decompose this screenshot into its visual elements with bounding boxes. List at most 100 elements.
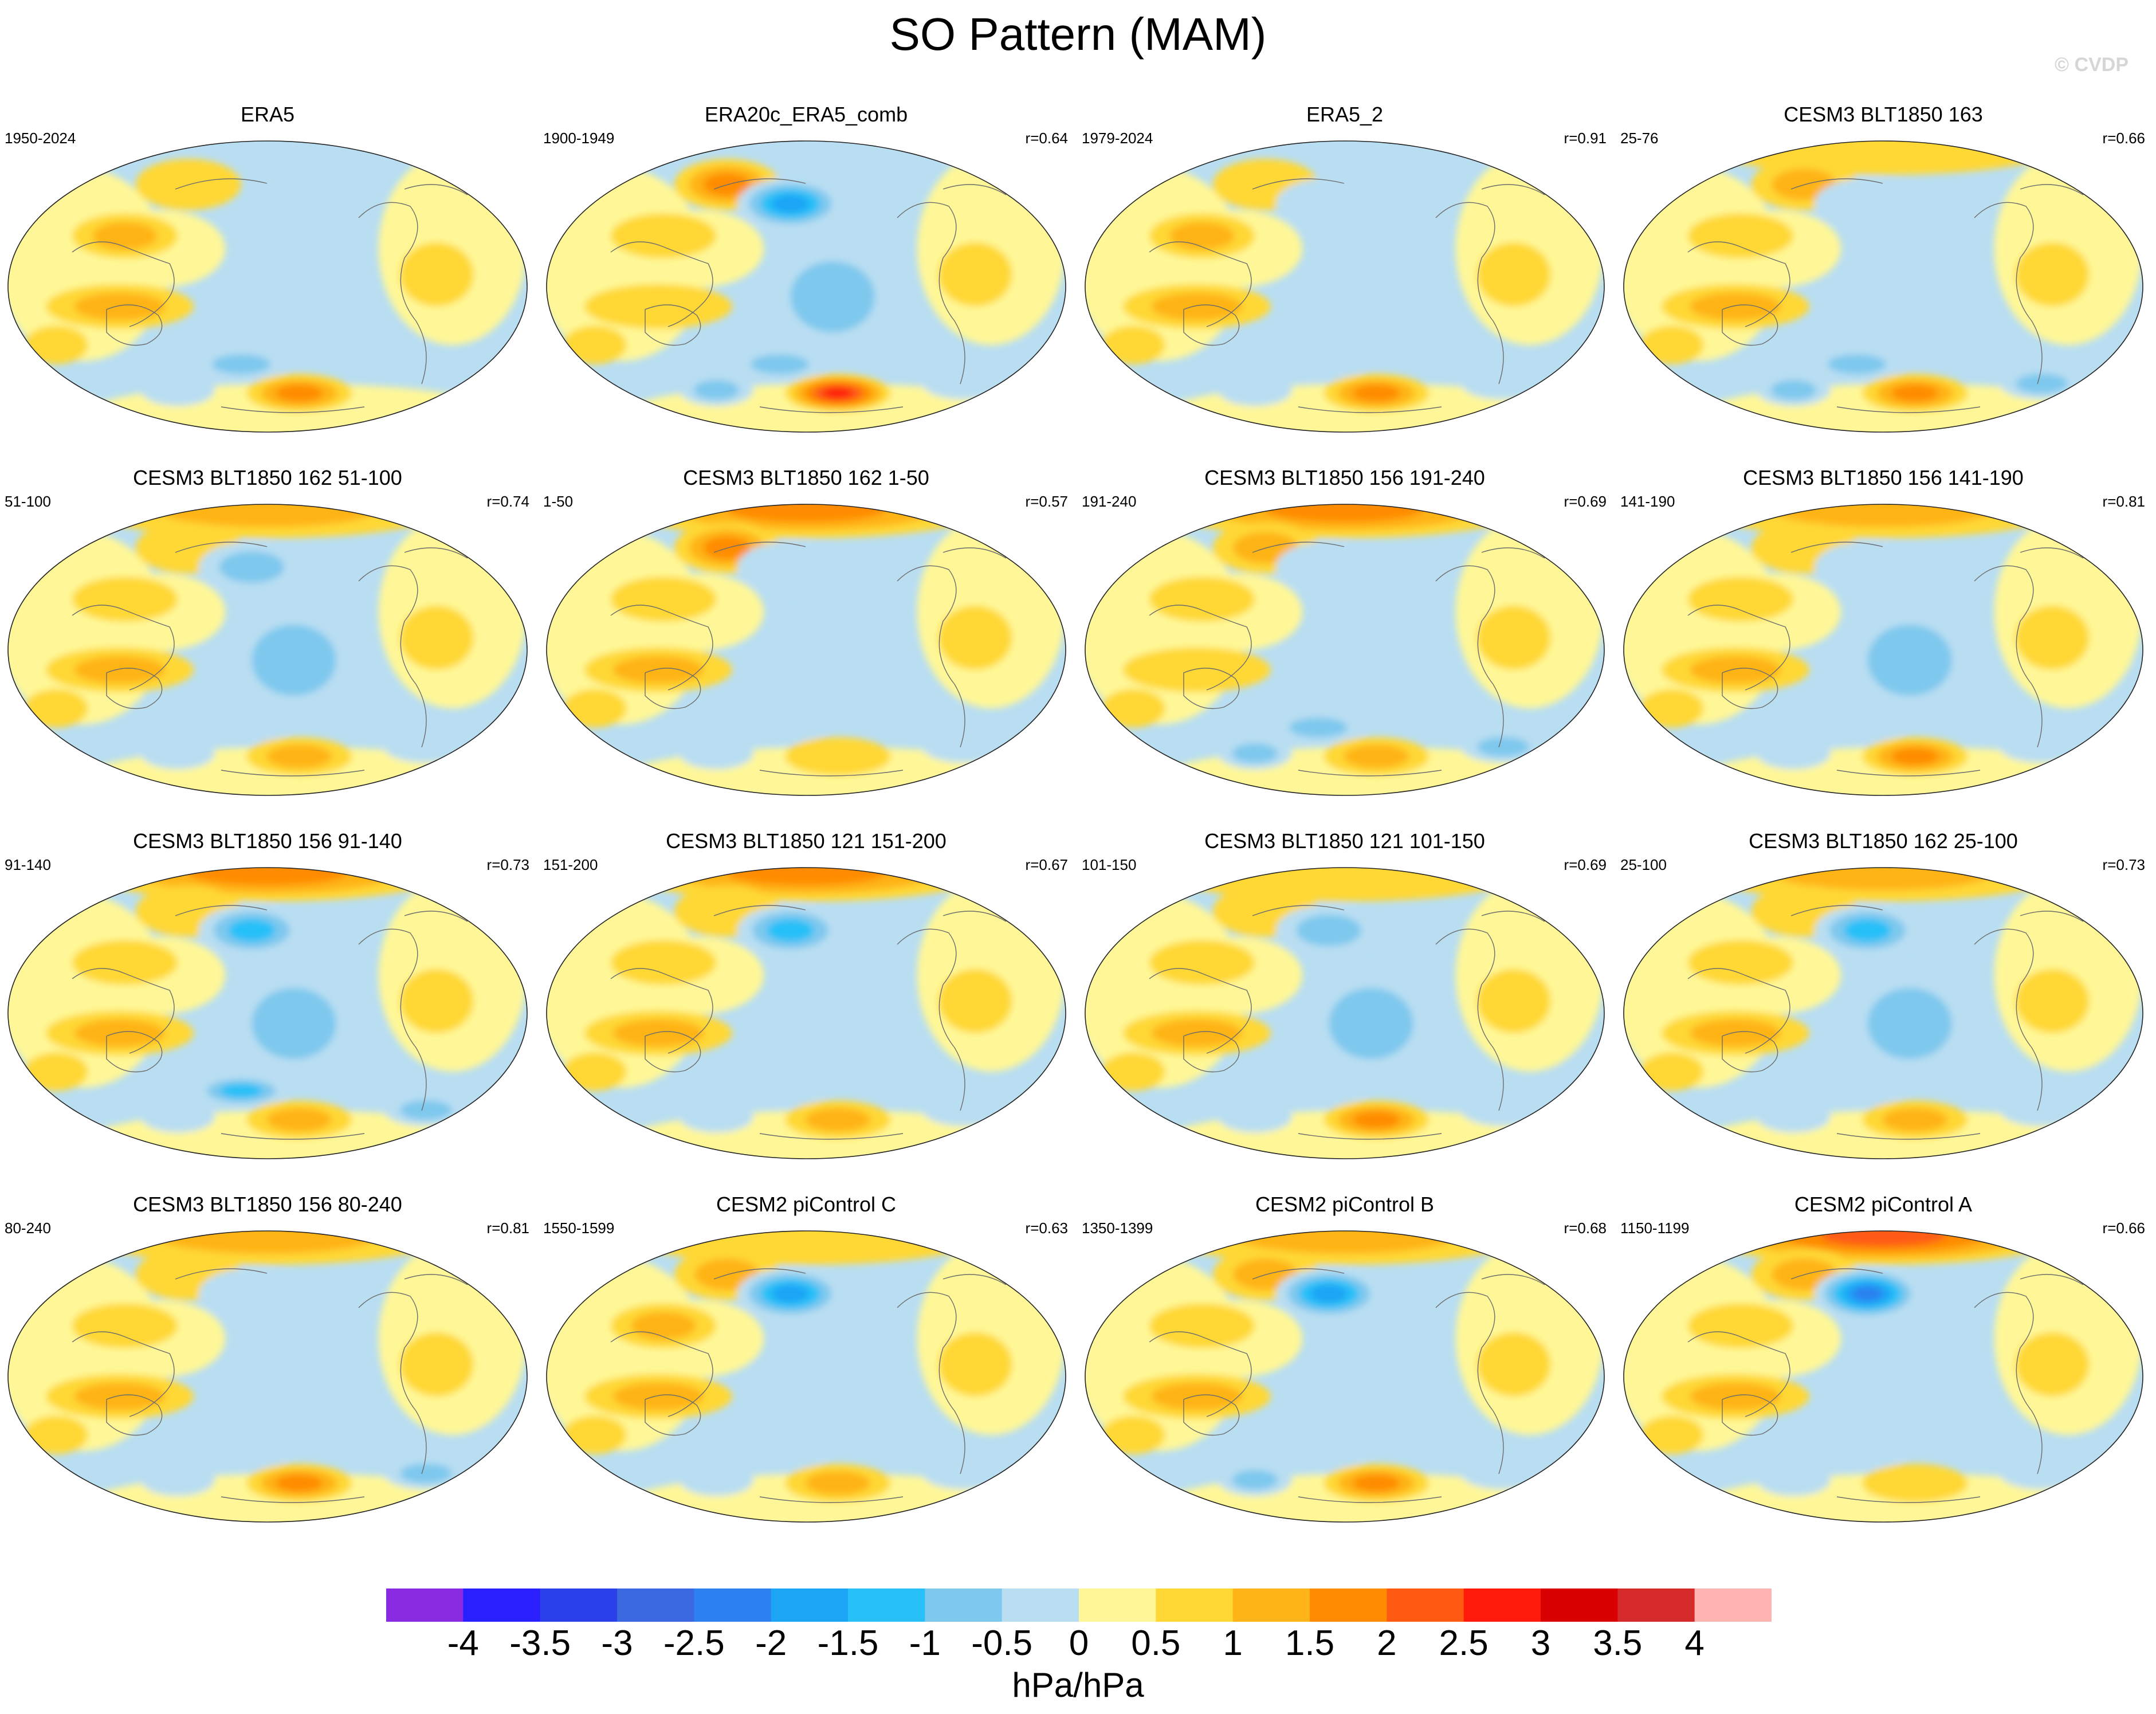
colorbar-tick-label: -4: [447, 1623, 479, 1663]
colorbar-tick-label: 1.5: [1285, 1623, 1335, 1663]
positive-anomaly-contour: [1264, 504, 1425, 523]
positive-anomaly-contour: [938, 242, 1012, 307]
positive-anomaly-contour: [72, 1303, 178, 1348]
colorbar: [386, 1589, 1772, 1622]
negative-anomaly-contour: [679, 1464, 753, 1496]
positive-anomaly-contour: [2015, 968, 2090, 1033]
positive-anomaly-contour: [805, 1471, 871, 1495]
positive-anomaly-contour: [1640, 1052, 1704, 1091]
colorbar-swatch: [848, 1589, 925, 1622]
negative-anomaly-contour: [1218, 1100, 1292, 1133]
map-panel: CESM3 BLT1850 163 25-76 r=0.66: [1619, 103, 2147, 441]
positive-anomaly-contour: [24, 325, 88, 364]
negative-anomaly-contour: [219, 551, 285, 583]
negative-anomaly-contour: [764, 602, 901, 718]
negative-anomaly-contour: [1302, 1329, 1440, 1445]
coastline: [610, 542, 1007, 776]
colorbar-swatch: [1694, 1589, 1772, 1622]
panel-correlation: r=0.68: [1564, 1219, 1607, 1237]
sea-level-pressure-map: [1623, 140, 2143, 433]
positive-anomaly-contour: [1101, 689, 1165, 728]
negative-anomaly-contour: [790, 261, 875, 333]
positive-anomaly-contour: [1687, 940, 1794, 985]
panel-years: 101-150: [1082, 856, 1137, 873]
positive-anomaly-contour: [1151, 1382, 1243, 1410]
coastline: [72, 178, 468, 413]
positive-anomaly-contour: [1820, 1231, 1946, 1246]
negative-anomaly-contour: [1477, 736, 1529, 757]
positive-anomaly-contour: [399, 1332, 474, 1397]
panel-title: CESM3 BLT1850 162 51-100: [133, 466, 402, 489]
positive-anomaly-contour: [187, 868, 348, 886]
panel-title: CESM3 BLT1850 162 25-100: [1749, 829, 2018, 853]
panel-correlation: r=0.67: [1025, 856, 1068, 873]
panel-correlation: r=0.81: [2102, 493, 2145, 510]
colorbar-swatch: [1232, 1589, 1310, 1622]
positive-anomaly-contour: [399, 605, 474, 670]
sea-level-pressure-map: [7, 504, 528, 796]
negative-anomaly-contour: [1218, 374, 1292, 406]
positive-anomaly-contour: [266, 1108, 332, 1132]
panel-correlation: r=0.69: [1564, 493, 1607, 510]
colorbar-tick-label: -2: [755, 1623, 787, 1663]
sea-level-pressure-map: [1085, 1230, 1605, 1523]
negative-anomaly-contour: [1276, 178, 1382, 230]
sea-level-pressure-map: [546, 140, 1066, 433]
positive-anomaly-contour: [74, 656, 166, 684]
panel-years: 151-200: [543, 856, 598, 873]
positive-anomaly-contour: [726, 868, 886, 886]
colorbar-tick-label: 3: [1530, 1623, 1551, 1663]
negative-anomaly-contour: [140, 374, 215, 406]
positive-anomaly-contour: [805, 1108, 871, 1132]
map-outline: [1623, 140, 2143, 433]
sea-level-pressure-map: [1085, 140, 1605, 433]
negative-anomaly-contour: [922, 1457, 1007, 1490]
panel-years: 1-50: [543, 493, 574, 510]
panel-years: 91-140: [5, 856, 51, 873]
map-outline: [546, 140, 1066, 433]
colorbar-tick-label: 2: [1377, 1623, 1397, 1663]
positive-anomaly-contour: [1149, 940, 1255, 985]
positive-anomaly-contour: [72, 576, 178, 622]
negative-anomaly-contour: [1270, 1074, 1366, 1107]
panel-title: CESM3 BLT1850 156 80-240: [133, 1193, 402, 1216]
positive-anomaly-contour: [1122, 647, 1271, 692]
negative-anomaly-contour: [764, 966, 901, 1081]
negative-anomaly-contour: [252, 987, 336, 1060]
positive-anomaly-contour: [1891, 748, 1939, 765]
map-panel: ERA20c_ERA5_comb 1900-1949 r=0.64: [542, 103, 1070, 441]
positive-anomaly-contour: [24, 1415, 88, 1454]
negative-anomaly-contour: [1296, 915, 1362, 947]
panel-years: 51-100: [5, 493, 51, 510]
colorbar-swatch: [1541, 1589, 1618, 1622]
colorbar-swatch: [925, 1589, 1003, 1622]
negative-anomaly-contour: [1999, 731, 2084, 763]
sea-level-pressure-map: [7, 1230, 528, 1523]
panel-title: CESM3 BLT1850 156 91-140: [133, 829, 402, 853]
negative-anomaly-contour: [1756, 1100, 1831, 1133]
panel-years: 25-100: [1620, 856, 1667, 873]
figure-title: SO Pattern (MAM): [889, 9, 1267, 60]
colorbar-swatch: [1156, 1589, 1234, 1622]
positive-anomaly-contour: [1344, 744, 1409, 768]
coastline: [1687, 178, 2084, 413]
positive-anomaly-contour: [610, 940, 717, 985]
panel-title: CESM3 BLT1850 163: [1784, 103, 1983, 126]
map-panel: CESM3 BLT1850 156 91-140 91-140 r=0.73: [3, 830, 532, 1168]
map-panel: CESM3 BLT1850 162 51-100 51-100 r=0.74: [3, 466, 532, 805]
positive-anomaly-contour: [1234, 1231, 1455, 1254]
negative-anomaly-contour: [737, 541, 843, 593]
positive-anomaly-contour: [938, 968, 1012, 1033]
colorbar-swatch: [694, 1589, 772, 1622]
colorbar-swatch: [1387, 1589, 1464, 1622]
positive-anomaly-contour: [1690, 656, 1781, 684]
negative-anomaly-contour: [383, 731, 469, 763]
positive-anomaly-contour: [612, 1382, 704, 1410]
negative-anomaly-contour: [1815, 178, 1921, 230]
map-panel: CESM2 piControl B 1350-1399 r=0.68: [1081, 1193, 1609, 1531]
colorbar-swatch: [386, 1589, 464, 1622]
coastline: [72, 905, 468, 1140]
positive-anomaly-contour: [563, 689, 627, 728]
sea-level-pressure-map: [1085, 504, 1605, 796]
positive-anomaly-contour: [1690, 1382, 1781, 1410]
